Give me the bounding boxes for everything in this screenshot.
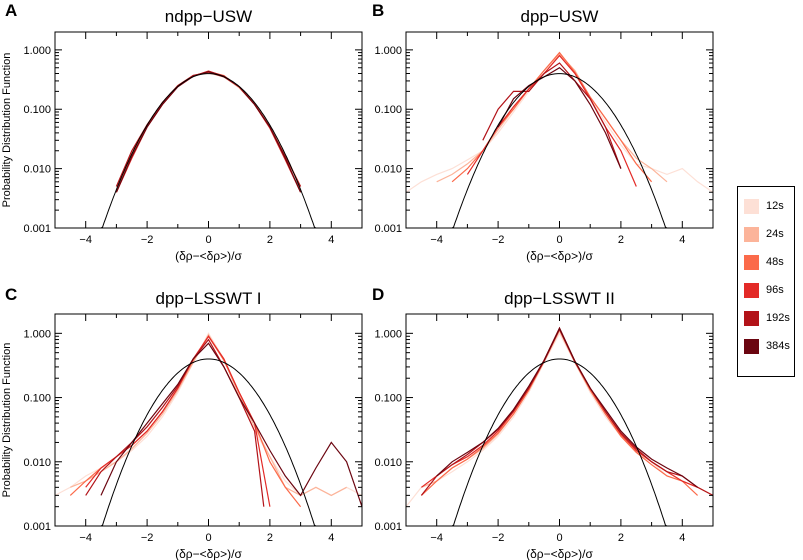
plot-frame: [54, 31, 363, 229]
x-tick-label: 0: [556, 234, 562, 246]
legend: 12s 24s 48s 96s 192s 384s: [737, 186, 795, 377]
series-line-384s: [115, 70, 302, 193]
x-tick-label: 4: [328, 532, 334, 544]
x-axis-label: (δρ−<δρ>)/σ: [526, 249, 593, 263]
x-tick-label: 4: [679, 234, 685, 246]
gaussian-reference-curve: [430, 358, 689, 526]
y-axis-label: Probability Distribution Function: [1, 343, 13, 498]
x-tick-label: 2: [618, 234, 624, 246]
y-tick-label: 0.100: [374, 104, 402, 116]
legend-item: 192s: [744, 311, 794, 333]
y-tick-label: 0.010: [23, 457, 51, 469]
x-axis-label: (δρ−<δρ>)/σ: [175, 547, 242, 560]
y-tick-label: 0.001: [23, 223, 51, 235]
legend-swatch: [744, 255, 759, 270]
legend-swatch: [744, 283, 759, 298]
panel-title: dpp−LSSWT II: [504, 289, 615, 308]
series-line-384s: [436, 326, 698, 488]
x-tick-label: 2: [618, 532, 624, 544]
x-tick-label: −4: [430, 532, 443, 544]
x-tick-label: −2: [141, 532, 154, 544]
series-line-384s: [497, 66, 622, 169]
y-tick-label: 0.010: [23, 164, 51, 176]
series-line-192s: [85, 338, 265, 507]
series-line-12s: [406, 332, 713, 508]
y-tick-label: 0.100: [374, 393, 402, 405]
legend-swatch: [744, 339, 759, 354]
x-axis-label: (δρ−<δρ>)/σ: [175, 249, 242, 263]
plot-frame: [405, 313, 714, 527]
y-tick-label: 1.000: [23, 328, 51, 340]
legend-label: 96s: [766, 284, 784, 296]
legend-swatch: [744, 311, 759, 326]
gaussian-reference-curve: [79, 73, 338, 228]
series-line-24s: [436, 53, 668, 183]
y-tick-label: 0.001: [374, 223, 402, 235]
panel-title: dpp−LSSWT I: [156, 289, 262, 308]
gaussian-reference-curve: [79, 358, 338, 526]
legend-swatch: [744, 227, 759, 242]
legend-label: 192s: [766, 312, 790, 324]
panel-title: ndpp−USW: [165, 7, 252, 26]
x-tick-label: −2: [141, 234, 154, 246]
legend-label: 384s: [766, 340, 790, 352]
legend-item: 24s: [744, 227, 794, 249]
x-tick-label: 4: [679, 532, 685, 544]
series-line-48s: [69, 335, 302, 508]
series-line-192s: [115, 71, 302, 187]
panel-title: dpp−USW: [521, 7, 599, 26]
y-axis-label: Probability Distribution Function: [1, 53, 13, 208]
y-tick-label: 0.100: [23, 104, 51, 116]
gaussian-reference-curve: [430, 73, 689, 228]
y-tick-label: 0.010: [374, 164, 402, 176]
series-line-192s: [420, 328, 713, 496]
y-tick-label: 1.000: [374, 45, 402, 57]
legend-label: 12s: [766, 200, 784, 212]
x-tick-label: 4: [328, 234, 334, 246]
x-tick-label: −2: [492, 532, 505, 544]
series-line-384s: [100, 342, 362, 507]
x-tick-label: −4: [79, 234, 92, 246]
y-tick-label: 0.010: [374, 457, 402, 469]
x-tick-label: −2: [492, 234, 505, 246]
x-tick-label: 0: [556, 532, 562, 544]
x-tick-label: 0: [205, 234, 211, 246]
panel-letter: B: [372, 1, 384, 20]
series-line-24s: [421, 329, 713, 496]
legend-item: 12s: [744, 199, 794, 221]
x-tick-label: 0: [205, 532, 211, 544]
x-tick-label: −4: [79, 532, 92, 544]
y-tick-label: 0.100: [23, 393, 51, 405]
legend-item: 48s: [744, 255, 794, 277]
series-line-192s: [482, 62, 622, 169]
legend-item: 384s: [744, 339, 794, 361]
x-tick-label: 2: [267, 234, 273, 246]
legend-item: 96s: [744, 283, 794, 305]
series-line-96s: [85, 335, 271, 507]
panel-letter: C: [5, 285, 17, 304]
y-tick-label: 0.001: [374, 521, 402, 533]
legend-label: 48s: [766, 256, 784, 268]
panel-letter: A: [5, 1, 17, 20]
plot-frame: [405, 31, 714, 229]
series-line-96s: [421, 326, 698, 488]
legend-label: 24s: [766, 228, 784, 240]
y-tick-label: 0.001: [23, 521, 51, 533]
panel-letter: D: [372, 285, 384, 304]
series-line-12s: [406, 54, 713, 193]
series-line-96s: [466, 54, 637, 187]
x-axis-label: (δρ−<δρ>)/σ: [526, 547, 593, 560]
x-tick-label: −4: [430, 234, 443, 246]
y-tick-label: 1.000: [374, 328, 402, 340]
x-tick-label: 2: [267, 532, 273, 544]
legend-swatch: [744, 199, 759, 214]
y-tick-label: 1.000: [23, 45, 51, 57]
series-line-48s: [420, 328, 699, 496]
